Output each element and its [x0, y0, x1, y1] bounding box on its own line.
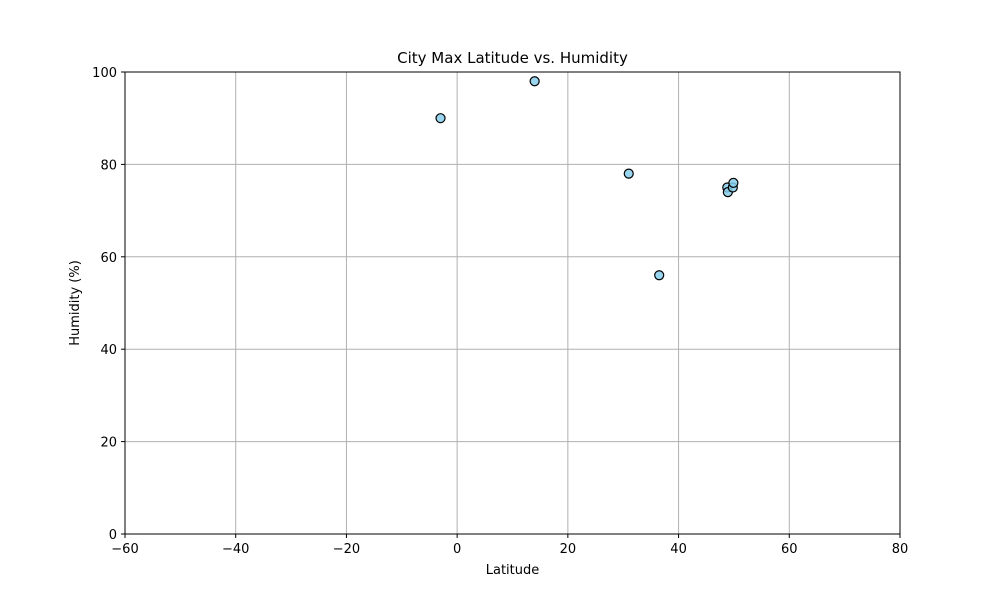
data-point: [623, 168, 634, 179]
x-tick-label: 60: [781, 542, 798, 557]
y-tick-label: 20: [100, 436, 117, 451]
y-tick-label: 60: [100, 251, 117, 266]
x-tick-label: −60: [111, 542, 138, 557]
y-axis-label: Humidity (%): [68, 260, 83, 346]
data-point: [435, 113, 446, 124]
x-tick-label: 0: [453, 542, 461, 557]
data-point: [654, 270, 665, 281]
x-tick-label: −40: [222, 542, 249, 557]
x-tick-label: −20: [333, 542, 360, 557]
data-point: [529, 76, 540, 87]
grid-lines: [124, 71, 901, 535]
axis-ticks: −60 −40 −20 0 20 40 60 80 0 20 40 60 80 100: [92, 66, 908, 557]
x-axis-label: Latitude: [486, 563, 540, 578]
chart-title: City Max Latitude vs. Humidity: [397, 49, 628, 67]
y-tick-label: 100: [92, 66, 117, 81]
y-tick-label: 0: [109, 528, 117, 543]
data-point: [728, 177, 739, 188]
data-points: [435, 76, 739, 281]
x-tick-label: 20: [560, 542, 577, 557]
x-tick-label: 40: [670, 542, 687, 557]
plot-frame: [124, 71, 901, 535]
y-tick-label: 40: [100, 343, 117, 358]
y-tick-label: 80: [100, 158, 117, 173]
x-tick-label: 80: [892, 542, 909, 557]
